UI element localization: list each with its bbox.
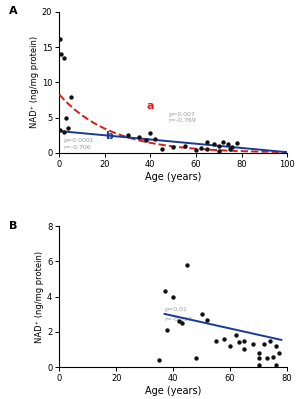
Point: [198, 145, 203, 151]
Point: [58, 36, 63, 42]
Point: [205, 316, 210, 323]
Point: [256, 350, 261, 356]
X-axis label: Age (years): Age (years): [145, 172, 201, 182]
Y-axis label: NAD⁺ (ng/mg protein): NAD⁺ (ng/mg protein): [30, 36, 39, 128]
Point: [274, 343, 278, 349]
Point: [66, 125, 71, 131]
Point: [144, 137, 148, 143]
Point: [157, 357, 161, 363]
Point: [171, 293, 176, 300]
Text: a: a: [147, 101, 154, 111]
X-axis label: Age (years): Age (years): [145, 386, 201, 396]
Text: r=-0.537: r=-0.537: [165, 317, 192, 322]
Point: [162, 288, 167, 294]
Point: [226, 141, 230, 148]
Point: [256, 362, 261, 369]
Point: [222, 336, 227, 342]
Point: [234, 332, 238, 339]
Point: [256, 355, 261, 361]
Point: [64, 115, 68, 121]
Text: b: b: [105, 132, 113, 142]
Point: [276, 350, 281, 356]
Point: [61, 128, 66, 135]
Point: [228, 146, 233, 152]
Point: [265, 355, 270, 361]
Point: [199, 311, 204, 318]
Point: [262, 341, 267, 348]
Text: r=-0.706: r=-0.706: [64, 145, 91, 150]
Point: [137, 134, 141, 140]
Point: [152, 136, 157, 142]
Point: [236, 339, 241, 346]
Point: [235, 140, 239, 146]
Point: [59, 51, 64, 57]
Point: [185, 262, 190, 268]
Text: p=0.007: p=0.007: [169, 112, 195, 117]
Point: [182, 143, 187, 149]
Point: [268, 338, 272, 344]
Point: [221, 139, 226, 146]
Point: [242, 346, 247, 353]
Point: [58, 127, 63, 134]
Point: [228, 343, 233, 349]
Point: [148, 130, 153, 136]
Y-axis label: NAD⁺ (ng/mg protein): NAD⁺ (ng/mg protein): [35, 251, 44, 343]
Text: p=0.0001: p=0.0001: [64, 138, 94, 143]
Text: A: A: [9, 6, 18, 16]
Point: [216, 143, 221, 149]
Point: [176, 318, 181, 324]
Point: [205, 139, 210, 146]
Point: [213, 338, 218, 344]
Point: [194, 355, 198, 361]
Point: [171, 144, 176, 150]
Point: [274, 362, 278, 369]
Point: [179, 320, 184, 326]
Point: [205, 146, 210, 152]
Point: [194, 147, 198, 153]
Text: B: B: [9, 221, 17, 231]
Point: [125, 132, 130, 138]
Point: [68, 93, 73, 100]
Text: r=-0.769: r=-0.769: [169, 118, 197, 123]
Point: [212, 141, 217, 148]
Point: [160, 146, 164, 152]
Point: [61, 55, 66, 61]
Point: [230, 144, 235, 150]
Point: [165, 327, 170, 333]
Point: [251, 341, 255, 348]
Point: [216, 148, 221, 154]
Point: [242, 338, 247, 344]
Text: p=0.01: p=0.01: [165, 307, 187, 312]
Point: [271, 354, 275, 360]
